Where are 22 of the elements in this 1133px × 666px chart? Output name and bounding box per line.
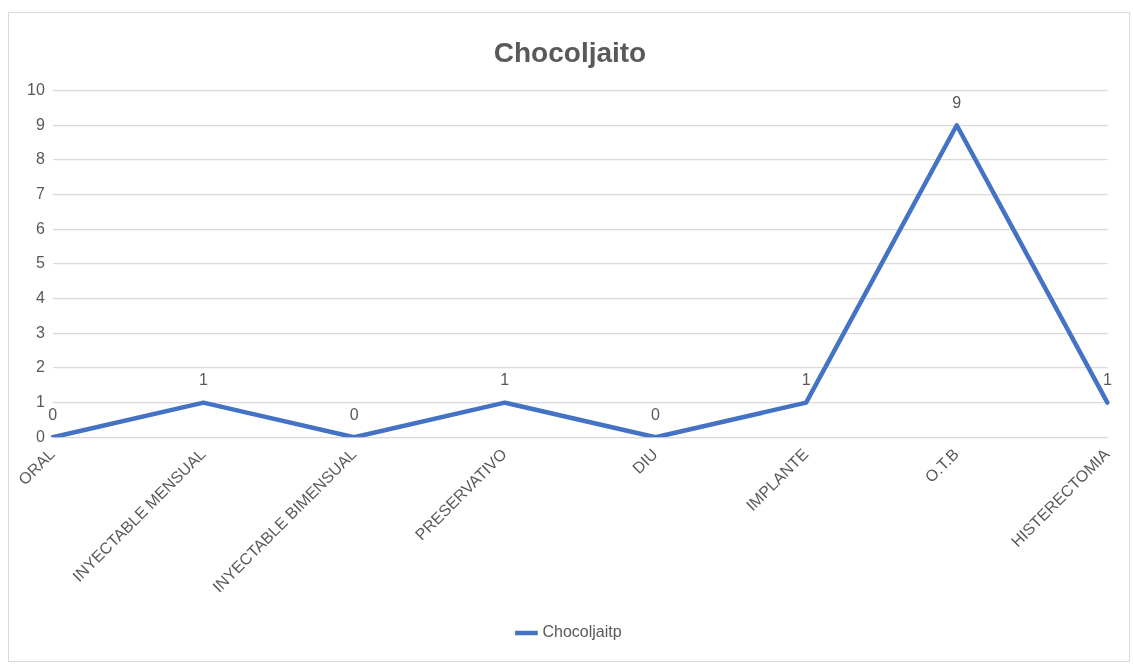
y-tick-label: 1 [35, 393, 45, 411]
data-label: 1 [801, 371, 811, 389]
y-tick-label: 0 [35, 427, 45, 445]
x-tick-label: DIU [629, 445, 661, 477]
chart-title: Chocoljaito [493, 36, 647, 68]
data-label: 0 [650, 405, 660, 423]
data-label: 1 [500, 371, 510, 389]
data-label: 1 [199, 371, 208, 389]
y-tick-label: 9 [35, 115, 45, 133]
y-tick-label: 7 [35, 185, 45, 203]
data-label: 0 [48, 405, 58, 423]
y-tick-label: 2 [35, 358, 45, 376]
y-tick-label: 6 [35, 219, 45, 237]
y-tick-label: 8 [35, 150, 45, 168]
y-tick-label: 4 [35, 289, 45, 307]
data-label: 0 [349, 405, 359, 423]
data-label: 9 [952, 93, 962, 111]
y-tick-label: 5 [35, 254, 45, 272]
legend-label: Chocoljaitp [542, 623, 622, 641]
y-tick-label: 10 [27, 81, 45, 99]
y-tick-label: 3 [35, 323, 45, 341]
data-label: 1 [1102, 371, 1112, 389]
